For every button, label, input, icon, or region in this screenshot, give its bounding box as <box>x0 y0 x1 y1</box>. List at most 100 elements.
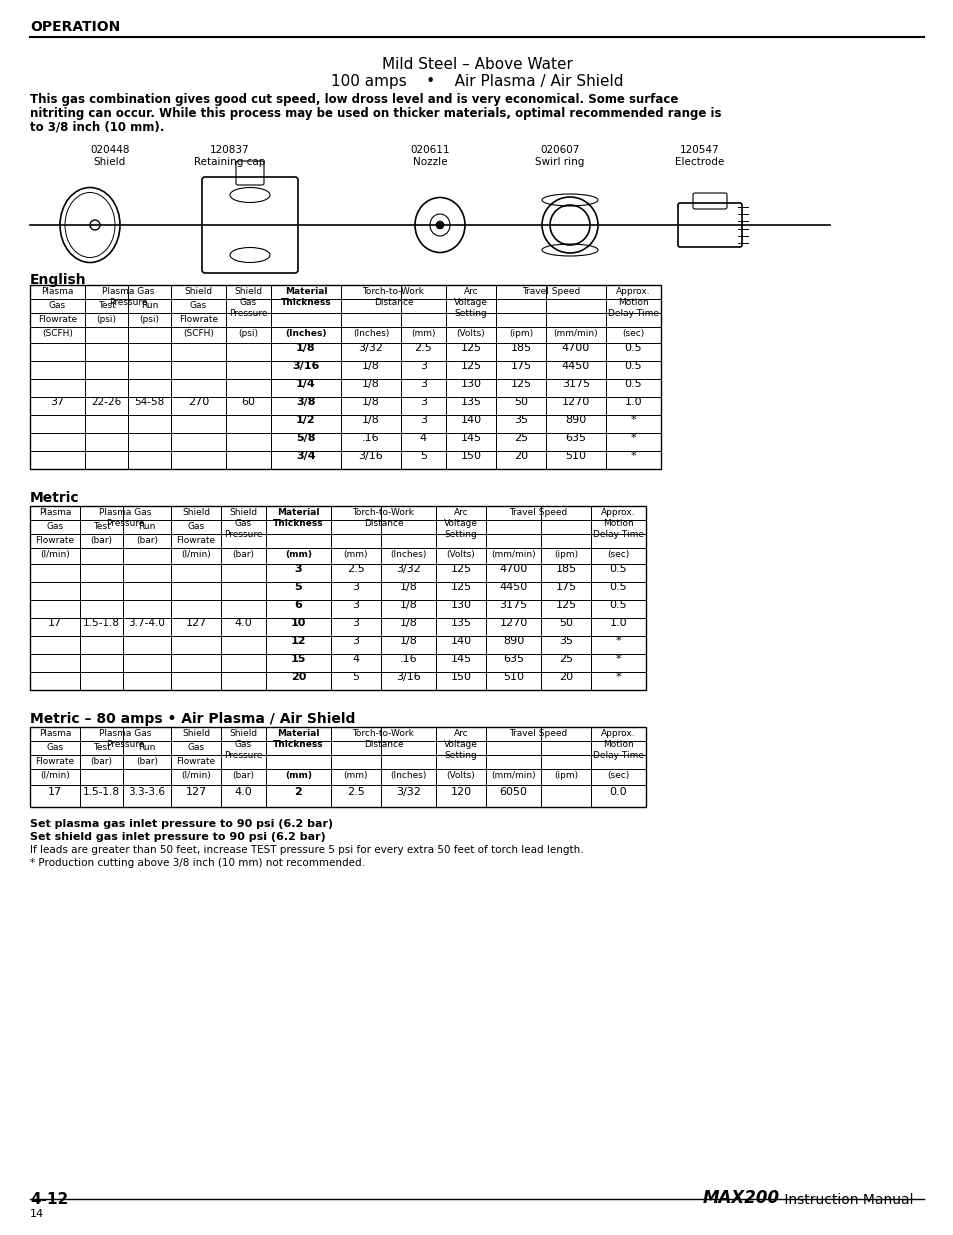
Text: Run: Run <box>138 743 155 752</box>
Text: This gas combination gives good cut speed, low dross level and is very economica: This gas combination gives good cut spee… <box>30 93 678 106</box>
Text: 1.5-1.8: 1.5-1.8 <box>83 618 120 629</box>
Text: Travel Speed: Travel Speed <box>509 729 567 739</box>
Text: Shield: Shield <box>230 729 257 739</box>
Text: 17: 17 <box>48 618 62 629</box>
Text: Plasma: Plasma <box>41 287 73 296</box>
Text: 635: 635 <box>565 433 586 443</box>
Text: 14: 14 <box>30 1209 44 1219</box>
Text: Setting: Setting <box>455 309 487 317</box>
Text: 3/16: 3/16 <box>358 451 383 461</box>
Text: 120837: 120837 <box>210 144 250 156</box>
Text: 50: 50 <box>558 618 573 629</box>
Text: Approx.: Approx. <box>600 729 635 739</box>
Text: Test: Test <box>92 522 111 531</box>
Text: 0.5: 0.5 <box>609 600 627 610</box>
Text: (ipm): (ipm) <box>554 771 578 781</box>
Text: If leads are greater than 50 feet, increase TEST pressure 5 psi for every extra : If leads are greater than 50 feet, incre… <box>30 845 583 855</box>
Text: Test: Test <box>92 743 111 752</box>
Text: (Volts): (Volts) <box>446 771 475 781</box>
Text: (bar): (bar) <box>136 757 158 766</box>
Text: Flowrate: Flowrate <box>176 757 215 766</box>
Text: Delay Time: Delay Time <box>593 751 643 760</box>
Text: Shield: Shield <box>184 287 213 296</box>
Text: Torch-to-Work: Torch-to-Work <box>353 508 414 517</box>
Text: Arc: Arc <box>454 729 468 739</box>
Text: (bar): (bar) <box>233 550 254 559</box>
Text: 60: 60 <box>241 396 255 408</box>
Text: Plasma: Plasma <box>39 508 71 517</box>
Text: *: * <box>615 655 620 664</box>
Text: Flowrate: Flowrate <box>179 315 218 324</box>
Text: 150: 150 <box>460 451 481 461</box>
Ellipse shape <box>436 221 443 228</box>
Text: (mm): (mm) <box>285 771 312 781</box>
Text: Gas: Gas <box>234 519 252 529</box>
Text: Voltage: Voltage <box>443 519 477 529</box>
Text: 127: 127 <box>185 618 207 629</box>
Text: 890: 890 <box>565 415 586 425</box>
Text: 2.5: 2.5 <box>415 343 432 353</box>
Text: 1/8: 1/8 <box>362 379 379 389</box>
Text: Travel Speed: Travel Speed <box>521 287 579 296</box>
Text: 0.0: 0.0 <box>609 787 627 797</box>
Text: 120: 120 <box>450 787 471 797</box>
Text: Distance: Distance <box>363 519 403 529</box>
Text: Pressure: Pressure <box>106 519 145 529</box>
Text: Shield: Shield <box>234 287 262 296</box>
Text: 5: 5 <box>419 451 427 461</box>
Text: 54-58: 54-58 <box>134 396 165 408</box>
Text: 1/8: 1/8 <box>399 636 417 646</box>
Text: 3/32: 3/32 <box>395 787 420 797</box>
Text: Plasma Gas: Plasma Gas <box>102 287 154 296</box>
Text: Shield: Shield <box>93 157 126 167</box>
Text: Motion: Motion <box>602 740 633 748</box>
Text: 1/4: 1/4 <box>295 379 315 389</box>
Text: Swirl ring: Swirl ring <box>535 157 584 167</box>
Text: Delay Time: Delay Time <box>593 530 643 538</box>
Text: *: * <box>630 451 636 461</box>
Text: Electrode: Electrode <box>675 157 724 167</box>
Text: Gas: Gas <box>240 298 256 308</box>
Text: Gas: Gas <box>234 740 252 748</box>
Text: 35: 35 <box>514 415 527 425</box>
Text: 3: 3 <box>419 415 427 425</box>
Text: 10: 10 <box>291 618 306 629</box>
Text: (bar): (bar) <box>91 757 112 766</box>
Text: Material: Material <box>284 287 327 296</box>
Text: 17: 17 <box>48 787 62 797</box>
Text: 3/4: 3/4 <box>295 451 315 461</box>
Text: 635: 635 <box>502 655 523 664</box>
Text: 3: 3 <box>352 636 359 646</box>
Text: 3/32: 3/32 <box>358 343 383 353</box>
Text: 4450: 4450 <box>498 582 527 592</box>
Text: 125: 125 <box>555 600 576 610</box>
Text: (bar): (bar) <box>136 536 158 545</box>
Text: (mm): (mm) <box>285 550 312 559</box>
Text: Set plasma gas inlet pressure to 90 psi (6.2 bar): Set plasma gas inlet pressure to 90 psi … <box>30 819 333 829</box>
Text: (psi): (psi) <box>96 315 116 324</box>
Text: Run: Run <box>138 522 155 531</box>
Text: 175: 175 <box>555 582 576 592</box>
Text: Thickness: Thickness <box>273 740 323 748</box>
Text: 145: 145 <box>460 433 481 443</box>
Text: Thickness: Thickness <box>280 298 331 308</box>
Text: Motion: Motion <box>618 298 648 308</box>
Text: 3: 3 <box>294 564 302 574</box>
Text: Gas: Gas <box>49 301 66 310</box>
Text: Distance: Distance <box>374 298 413 308</box>
Text: 140: 140 <box>460 415 481 425</box>
Text: Distance: Distance <box>363 740 403 748</box>
Text: (psi): (psi) <box>238 329 258 338</box>
Text: 125: 125 <box>510 379 531 389</box>
Text: 135: 135 <box>460 396 481 408</box>
Text: Approx.: Approx. <box>600 508 635 517</box>
Text: 4450: 4450 <box>561 361 590 370</box>
Text: (Inches): (Inches) <box>390 550 426 559</box>
Text: Pressure: Pressure <box>224 751 262 760</box>
Text: *: * <box>630 415 636 425</box>
Text: Delay Time: Delay Time <box>607 309 659 317</box>
Text: Gas: Gas <box>47 743 64 752</box>
Text: Plasma: Plasma <box>39 729 71 739</box>
Text: 20: 20 <box>291 672 306 682</box>
Text: 20: 20 <box>514 451 528 461</box>
